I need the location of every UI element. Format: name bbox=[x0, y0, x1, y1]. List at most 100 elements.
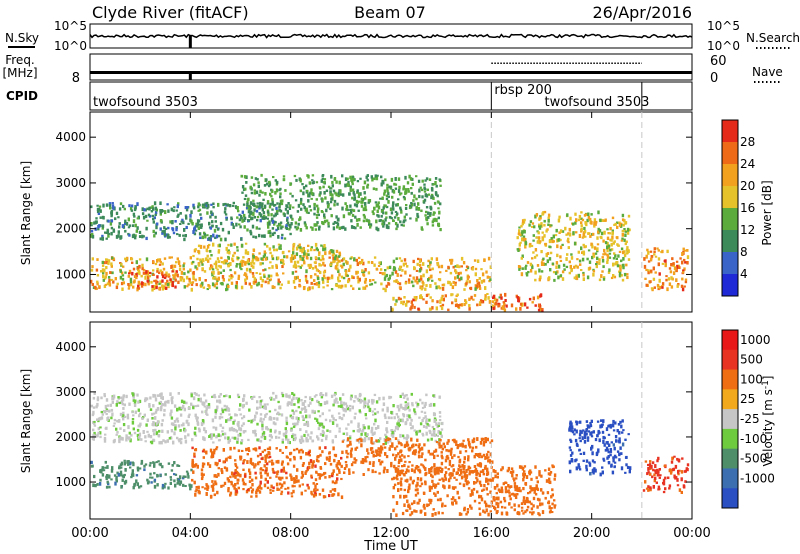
data-cell bbox=[580, 211, 583, 214]
data-cell bbox=[451, 285, 455, 290]
data-cell bbox=[383, 413, 387, 418]
data-cell bbox=[169, 478, 173, 481]
data-cell bbox=[229, 446, 232, 451]
data-cell bbox=[227, 436, 230, 441]
data-cell bbox=[507, 484, 510, 488]
data-cell bbox=[559, 245, 563, 250]
data-cell bbox=[223, 432, 227, 436]
data-cell bbox=[218, 264, 221, 268]
data-cell bbox=[328, 455, 331, 460]
data-cell bbox=[166, 283, 170, 287]
data-cell bbox=[197, 485, 200, 489]
data-cell bbox=[374, 454, 377, 457]
data-cell bbox=[305, 414, 308, 419]
data-cell bbox=[272, 489, 275, 492]
data-cell bbox=[321, 174, 324, 178]
data-cell bbox=[301, 248, 305, 253]
data-cell bbox=[147, 433, 150, 438]
data-cell bbox=[620, 274, 623, 277]
data-cell bbox=[559, 259, 563, 263]
data-cell bbox=[244, 261, 247, 265]
data-cell bbox=[539, 308, 542, 312]
data-cell bbox=[297, 479, 300, 483]
data-cell bbox=[431, 195, 434, 198]
data-cell bbox=[289, 232, 292, 236]
data-cell bbox=[344, 402, 348, 406]
data-cell bbox=[384, 441, 387, 445]
data-cell bbox=[524, 238, 527, 241]
data-cell bbox=[276, 224, 279, 227]
data-cell bbox=[149, 461, 152, 465]
data-cell bbox=[122, 407, 125, 410]
data-cell bbox=[484, 286, 487, 291]
power-colorbar-tick-label: 16 bbox=[740, 201, 755, 215]
data-cell bbox=[458, 512, 462, 516]
data-cell bbox=[318, 193, 321, 197]
data-cell bbox=[575, 276, 579, 281]
data-cell bbox=[601, 219, 604, 222]
data-cell bbox=[303, 433, 306, 438]
data-cell bbox=[193, 232, 197, 236]
data-cell bbox=[402, 195, 406, 199]
data-cell bbox=[198, 223, 201, 226]
data-cell bbox=[161, 272, 164, 276]
data-cell bbox=[317, 460, 320, 463]
data-cell bbox=[274, 408, 277, 412]
data-cell bbox=[127, 274, 130, 278]
data-cell bbox=[526, 261, 530, 264]
data-cell bbox=[422, 282, 425, 286]
data-cell bbox=[148, 405, 151, 408]
data-cell bbox=[416, 280, 419, 285]
data-cell bbox=[293, 481, 296, 484]
data-cell bbox=[351, 275, 354, 279]
data-cell bbox=[338, 252, 342, 257]
data-cell bbox=[511, 470, 515, 474]
data-cell bbox=[463, 475, 466, 478]
data-cell bbox=[592, 268, 595, 272]
data-cell bbox=[193, 392, 196, 395]
data-cell bbox=[211, 480, 214, 483]
data-cell bbox=[156, 394, 160, 397]
data-cell bbox=[292, 477, 296, 480]
data-cell bbox=[475, 473, 478, 476]
data-cell bbox=[307, 211, 310, 215]
data-cell bbox=[395, 501, 399, 505]
data-cell bbox=[141, 417, 144, 420]
data-cell bbox=[269, 476, 272, 479]
data-cell bbox=[353, 457, 356, 461]
data-cell bbox=[221, 409, 225, 414]
data-cell bbox=[484, 437, 487, 441]
data-cell bbox=[565, 265, 569, 269]
data-cell bbox=[424, 512, 427, 516]
data-cell bbox=[291, 409, 294, 412]
data-cell bbox=[299, 246, 302, 250]
data-cell bbox=[386, 430, 389, 434]
data-cell bbox=[482, 437, 485, 441]
data-cell bbox=[532, 504, 535, 508]
data-cell bbox=[206, 288, 209, 291]
data-cell bbox=[419, 285, 422, 290]
data-cell bbox=[394, 183, 398, 186]
data-cell bbox=[449, 258, 452, 262]
data-cell bbox=[362, 219, 366, 223]
data-cell bbox=[596, 247, 599, 251]
data-cell bbox=[553, 477, 556, 481]
data-cell bbox=[298, 484, 301, 488]
data-cell bbox=[369, 279, 372, 283]
data-cell bbox=[410, 300, 413, 304]
data-cell bbox=[132, 427, 135, 431]
data-cell bbox=[434, 484, 437, 489]
data-cell bbox=[548, 477, 551, 482]
data-cell bbox=[284, 433, 287, 436]
data-cell bbox=[508, 502, 511, 506]
data-cell bbox=[552, 271, 556, 274]
data-cell bbox=[423, 443, 426, 447]
data-cell bbox=[550, 237, 553, 241]
data-cell bbox=[174, 272, 177, 277]
data-cell bbox=[386, 420, 389, 424]
data-cell bbox=[591, 255, 594, 260]
data-cell bbox=[102, 278, 105, 282]
data-cell bbox=[539, 215, 542, 218]
data-cell bbox=[102, 469, 106, 472]
data-cell bbox=[230, 416, 233, 420]
